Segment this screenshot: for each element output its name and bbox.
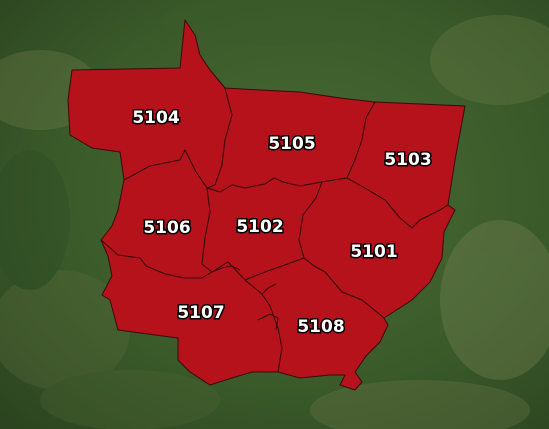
region-label-5102: 5102 [236,217,283,237]
region-5101[interactable] [298,177,456,319]
internal-borders [211,265,279,331]
region-label-5104: 5104 [132,108,179,128]
region-5108[interactable] [244,257,389,391]
region-labels: 5104 5105 5103 5106 5102 5101 5107 5108 [131,107,433,339]
region-label-5101: 5101 [350,242,397,262]
region-label-5108: 5108 [297,317,344,337]
region-label-5107: 5107 [177,303,224,323]
region-label-5105: 5105 [268,134,315,154]
region-label-5103: 5103 [384,150,431,170]
region-label-5106: 5106 [143,218,190,238]
